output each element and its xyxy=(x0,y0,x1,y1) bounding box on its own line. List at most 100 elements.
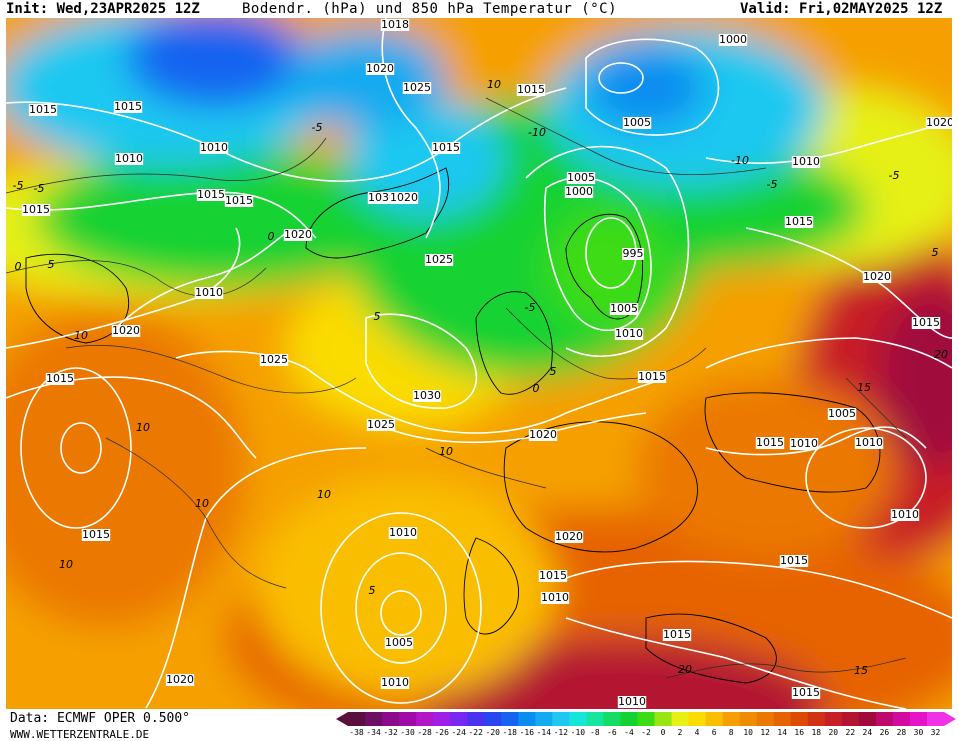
isobar-label-bg xyxy=(384,637,414,649)
isobar-label: 1010 xyxy=(200,141,228,154)
isotherm-label: -10 xyxy=(731,154,749,167)
colorbar-arrow-right xyxy=(944,712,956,726)
isobar-label-bg xyxy=(528,429,558,441)
isobar-label: 1015 xyxy=(780,554,808,567)
colorbar-swatch xyxy=(348,712,366,726)
colorbar-tick-label: 10 xyxy=(743,728,753,737)
colorbar-tick-label: -12 xyxy=(553,728,569,737)
isobar-label-bg xyxy=(791,156,821,168)
isobar-label: 1015 xyxy=(539,569,567,582)
colorbar-tick-label: 6 xyxy=(711,728,717,737)
isotherm-label: 5 xyxy=(374,310,381,323)
colorbar-swatch xyxy=(892,712,911,726)
isobar-label-bg xyxy=(890,509,920,521)
colorbar-tick-label: 8 xyxy=(728,728,734,737)
isobar-label-bg xyxy=(196,189,226,201)
colorbar-swatch xyxy=(569,712,587,726)
isobar-label: 1015 xyxy=(912,316,940,329)
isobar-label: 1020 xyxy=(529,428,557,441)
isobar-label: 1030 xyxy=(368,191,396,204)
isobar-label: 1010 xyxy=(195,286,223,299)
colorbar-swatch xyxy=(365,712,383,726)
colorbar-tick-label: 18 xyxy=(811,728,822,737)
colorbar-tick-label: -24 xyxy=(451,728,466,737)
colorbar-tick-label: -38 xyxy=(349,728,364,737)
isotherm-label: 10 xyxy=(136,421,150,434)
isobar-label-bg xyxy=(784,216,814,228)
isobar-label: 1020 xyxy=(166,673,194,686)
isobar-label-bg xyxy=(718,34,748,46)
isobar-label-bg xyxy=(755,437,785,449)
isobar-label: 1020 xyxy=(390,191,418,204)
isotherm-label: 10 xyxy=(317,488,331,501)
isobar-label-bg xyxy=(662,629,692,641)
isobar-label-bg xyxy=(113,101,143,113)
colorbar-swatch xyxy=(875,712,894,726)
isobar-label-bg xyxy=(365,63,395,75)
colorbar-tick-label: -8 xyxy=(590,728,600,737)
isotherm-label: 10 xyxy=(74,329,88,342)
isobar-label: 1010 xyxy=(855,436,883,449)
isobar-label-bg xyxy=(862,271,892,283)
colorbar-arrow-left xyxy=(336,712,348,726)
isobar-label: 1010 xyxy=(389,526,417,539)
colorbar-swatch xyxy=(637,712,656,726)
isobar-label: 1015 xyxy=(225,194,253,207)
colorbar-tick-label: -14 xyxy=(536,728,552,737)
colorbar-swatch xyxy=(739,712,758,726)
isobar-label: 1005 xyxy=(385,636,413,649)
isobar-label: 1010 xyxy=(891,508,919,521)
isobar-label-bg xyxy=(540,592,570,604)
isobar-label: 1005 xyxy=(623,116,651,129)
isobar-label: 1005 xyxy=(828,407,856,420)
colorbar-swatch xyxy=(926,712,945,726)
isobar-label-bg xyxy=(516,84,546,96)
isotherm-label: -5 xyxy=(767,178,778,191)
isotherm-label: 15 xyxy=(854,664,868,677)
colorbar-swatch xyxy=(484,712,502,726)
colorbar-tick-label: 32 xyxy=(930,728,941,737)
colorbar-swatch xyxy=(722,712,741,726)
data-source: Data: ECMWF OPER 0.500° xyxy=(10,711,191,726)
colorbar-tick-label: -6 xyxy=(607,728,617,737)
colorbar-swatch xyxy=(433,712,451,726)
isotherm-label: 10 xyxy=(59,558,73,571)
colorbar-swatch xyxy=(858,712,877,726)
isotherm-label: -5 xyxy=(34,182,45,195)
colorbar-swatch xyxy=(705,712,724,726)
colorbar-tick-label: 4 xyxy=(694,728,700,737)
isobar-label-bg xyxy=(791,687,821,699)
isobar-label: 1010 xyxy=(792,155,820,168)
isobar-label: 1025 xyxy=(403,81,431,94)
isobar-label-bg xyxy=(380,677,410,689)
isobar-label-bg xyxy=(779,555,809,567)
colorbar-tick-label: 12 xyxy=(760,728,771,737)
isobar-label-bg xyxy=(622,117,652,129)
isobar-label: 1015 xyxy=(22,203,50,216)
colorbar-tick-label: 22 xyxy=(845,728,856,737)
colorbar-tick-label: 0 xyxy=(660,728,666,737)
isobar-label-bg xyxy=(925,117,952,129)
isotherm-label: 10 xyxy=(195,497,209,510)
colorbar-swatch xyxy=(603,712,621,726)
isobar-label: 1025 xyxy=(367,418,395,431)
isobar-label-bg xyxy=(424,254,454,266)
isobar-label-bg xyxy=(165,674,195,686)
isobar-label-bg xyxy=(789,438,819,450)
colorbar-tick-label: -32 xyxy=(383,728,398,737)
colorbar-tick-label: -34 xyxy=(366,728,381,737)
colorbar-swatch xyxy=(450,712,468,726)
isobar-label: 1000 xyxy=(565,185,593,198)
isobar-label-bg xyxy=(637,371,667,383)
isotherm-label: 10 xyxy=(439,445,453,458)
weather-map: 1015 1015 1010 1010 1015 1015 1015 1010 1020 1015… xyxy=(6,18,952,709)
colorbar-tick-label: -10 xyxy=(570,728,586,737)
colorbar-swatch xyxy=(807,712,826,726)
isobar-label: 1010 xyxy=(381,676,409,689)
isobar-label: 1015 xyxy=(29,103,57,116)
isobar-label: 1015 xyxy=(638,370,666,383)
isobar-label-bg xyxy=(617,696,647,708)
colorbar-tick-label: 28 xyxy=(896,728,907,737)
